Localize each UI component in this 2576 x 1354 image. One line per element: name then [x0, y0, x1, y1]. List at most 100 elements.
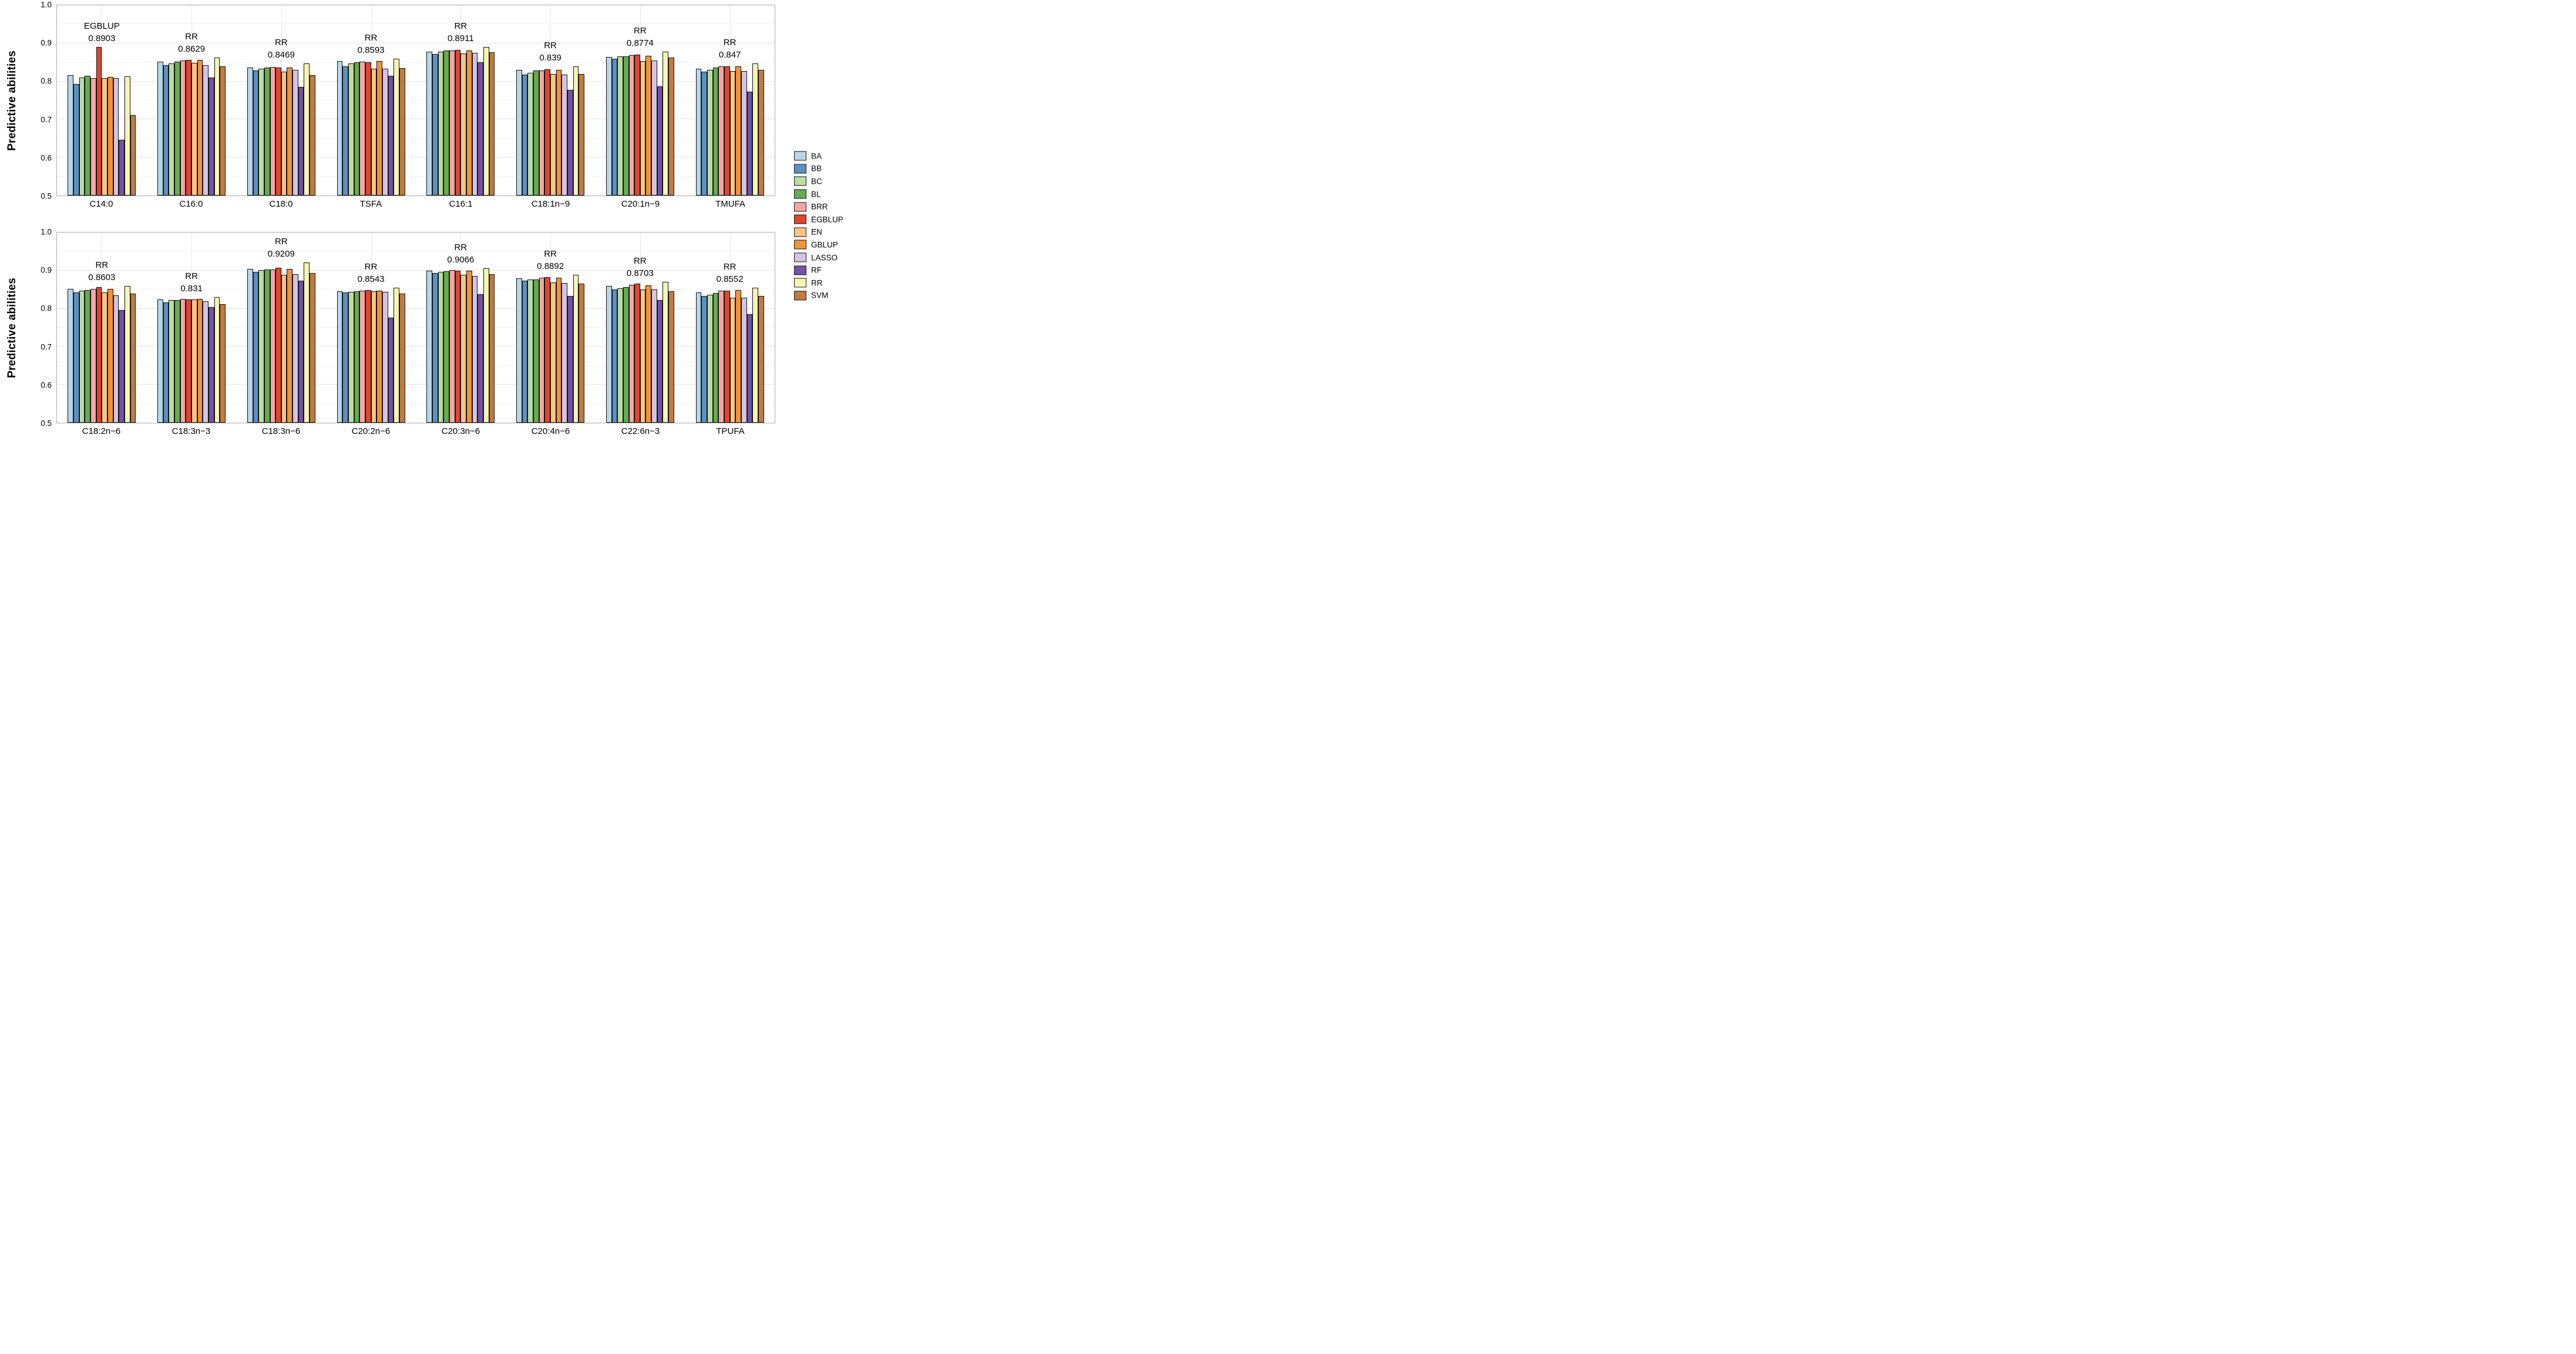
bar-C16:0-EN	[191, 62, 197, 196]
legend-swatch-GBLUP	[794, 240, 806, 250]
legend-label: SVM	[811, 291, 829, 300]
y-tick-label: 0.9	[41, 38, 52, 48]
plot-area-top: EGBLUP 0.8903 RR 0.8629 RR 0.8469 RR 0.8593 RR 0.…	[56, 5, 775, 196]
bar-C20:2n−6-LASSO	[382, 292, 388, 423]
bar-C18:0-GBLUP	[287, 68, 293, 196]
bar-C20:4n−6-BRR	[539, 278, 545, 423]
y-tick-label: 0.6	[41, 380, 52, 390]
bar-C16:0-GBLUP	[197, 60, 203, 196]
annotation-value-label: 0.8603	[88, 272, 116, 282]
annotation-method-label: RR	[275, 38, 288, 48]
bar-C22:6n−3-BL	[623, 287, 629, 423]
annotation-C18:3n−3: RR 0.831	[180, 270, 203, 295]
annotation-method-label: EGBLUP	[83, 21, 120, 32]
annotation-C18:1n−9: RR 0.839	[539, 39, 561, 64]
bar-TMUFA-BB	[701, 71, 707, 196]
legend-item-BC: BC	[794, 175, 843, 188]
x-axis-labels-top: C14:0 C16:0 C18:0 TSFA C16:1 C18:1n−9 C20:1n−9…	[56, 196, 775, 216]
bar-C18:2n−6-RR	[124, 285, 130, 423]
figure: Predictive abilities 1.0 0.9 0.8 0.7 0.6 0.5 …	[0, 0, 859, 452]
bar-C20:1n−9-BA	[606, 57, 612, 196]
bar-group-C18:3n−6	[247, 233, 315, 423]
bar-C16:1-EN	[460, 53, 466, 196]
bar-C20:3n−6-BC	[438, 272, 444, 423]
bar-C14:0-EN	[102, 78, 107, 196]
x-tick-label-C20:1n−9: C20:1n−9	[621, 199, 660, 209]
bar-TMUFA-BRR	[718, 66, 724, 196]
bar-C14:0-BB	[73, 83, 79, 196]
panel-top: Predictive abilities 1.0 0.9 0.8 0.7 0.6 0.5 …	[4, 1, 775, 216]
bar-C18:3n−6-BL	[264, 269, 270, 423]
legend-label: RF	[811, 265, 822, 275]
annotation-value-label: 0.8703	[626, 268, 654, 279]
major-gridline	[57, 384, 775, 385]
legend-label: BRR	[811, 202, 828, 211]
annotation-method-label: RR	[634, 256, 647, 267]
bar-TSFA-RF	[388, 75, 394, 196]
legend-swatch-EN	[794, 227, 806, 237]
bar-C16:1-BC	[438, 52, 444, 196]
annotation-method-label: RR	[454, 242, 468, 252]
bar-C20:2n−6-BC	[348, 292, 354, 423]
bar-C18:1n−9-BC	[527, 72, 534, 196]
legend-item-RR: RR	[794, 277, 843, 289]
bar-C18:1n−9-SVM	[579, 73, 584, 196]
bar-C18:3n−3-BB	[163, 302, 169, 423]
bar-TPUFA-BRR	[718, 290, 724, 423]
bar-TPUFA-RF	[746, 314, 753, 423]
bar-C18:0-RR	[304, 63, 310, 196]
annotation-value-label: 0.8469	[267, 50, 295, 60]
annotation-value-label: 0.839	[539, 53, 561, 63]
bar-C14:0-RF	[119, 140, 125, 196]
panel-bottom: Predictive abilities 1.0 0.9 0.8 0.7 0.6 0.5 …	[4, 228, 775, 443]
x-tick-label-TPUFA: TPUFA	[716, 426, 745, 436]
x-tick-label-C16:0: C16:0	[179, 199, 203, 209]
legend-label: BC	[811, 177, 822, 186]
bar-C18:3n−6-GBLUP	[287, 269, 293, 423]
bar-C18:1n−9-LASSO	[561, 74, 568, 196]
bar-C18:3n−6-RF	[298, 281, 304, 423]
annotation-method-label: RR	[544, 41, 557, 51]
bar-C18:3n−3-BA	[157, 299, 163, 423]
y-axis-ticks-bottom: 1.0 0.9 0.8 0.7 0.6 0.5	[21, 228, 56, 428]
bar-C18:2n−6-BL	[85, 289, 90, 423]
x-tick-label-C18:2n−6: C18:2n−6	[82, 426, 121, 436]
bar-C18:3n−3-BRR	[180, 298, 186, 423]
bar-C18:3n−6-EN	[281, 274, 287, 423]
bar-C20:3n−6-BRR	[449, 270, 455, 423]
minor-gridline	[57, 137, 775, 139]
legend-item-SVM: SVM	[794, 289, 843, 302]
annotation-C20:2n−6: RR 0.8543	[358, 261, 385, 285]
bar-C20:4n−6-LASSO	[561, 282, 568, 423]
bar-C20:2n−6-EN	[371, 291, 377, 423]
annotation-method-label: RR	[275, 237, 288, 247]
bar-C16:0-BRR	[180, 60, 186, 196]
bar-group-C18:0	[247, 5, 315, 196]
bar-TSFA-GBLUP	[376, 61, 382, 196]
bar-C18:0-BC	[258, 69, 264, 196]
bar-C20:3n−6-LASSO	[472, 275, 478, 423]
bar-TMUFA-BL	[712, 68, 719, 196]
annotation-C18:0: RR 0.8469	[268, 36, 295, 61]
y-tick-label: 0.5	[41, 419, 52, 428]
bar-C20:4n−6-RR	[573, 274, 579, 423]
bar-C16:1-SVM	[489, 52, 495, 196]
minor-gridline	[57, 176, 775, 177]
bar-TPUFA-SVM	[758, 295, 764, 423]
bar-C18:1n−9-EGBLUP	[544, 69, 551, 196]
major-gridline	[57, 308, 775, 309]
bar-C14:0-EGBLUP	[96, 47, 102, 196]
bar-C18:0-RF	[298, 87, 304, 196]
bar-C22:6n−3-EGBLUP	[634, 284, 640, 423]
bar-C18:1n−9-BL	[533, 70, 539, 196]
bar-C20:1n−9-RF	[657, 86, 663, 196]
y-axis-ticks-top: 1.0 0.9 0.8 0.7 0.6 0.5	[21, 1, 56, 201]
bar-C20:3n−6-RR	[483, 268, 489, 423]
x-tick-label-C18:3n−6: C18:3n−6	[261, 426, 301, 436]
bar-C20:2n−6-EGBLUP	[365, 289, 371, 423]
bar-C22:6n−3-GBLUP	[645, 285, 652, 423]
bar-C20:3n−6-BL	[443, 271, 449, 423]
major-gridline	[57, 80, 775, 82]
bar-C20:4n−6-GBLUP	[556, 278, 562, 423]
bar-group-C14:0	[68, 5, 136, 196]
